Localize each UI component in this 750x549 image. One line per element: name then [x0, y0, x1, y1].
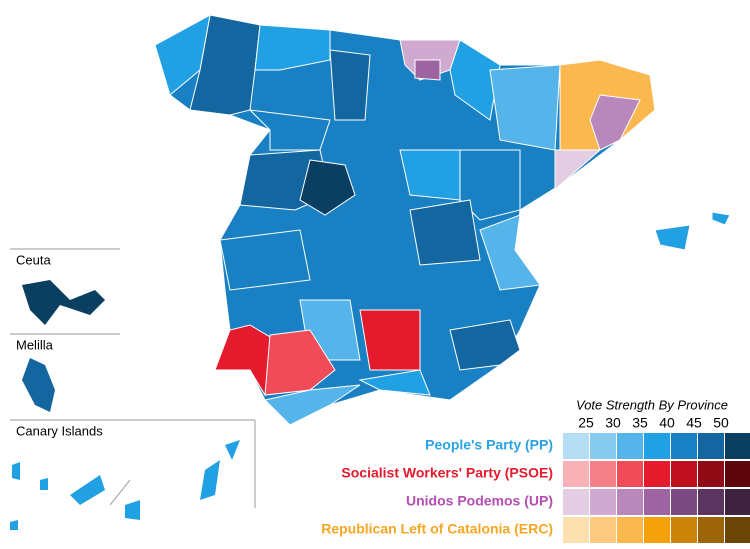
scale-label: 50 — [713, 415, 729, 431]
inset-label: Ceuta — [16, 252, 51, 267]
swatch — [671, 461, 697, 487]
swatch — [725, 517, 750, 543]
swatch — [563, 461, 589, 487]
legend: Vote Strength By Province 25 30 35 40 45 50 Peo… — [321, 397, 750, 543]
swatch — [617, 489, 643, 515]
legend-title: Vote Strength By Province — [576, 397, 728, 412]
scale-label: 30 — [605, 415, 621, 431]
swatch — [698, 461, 724, 487]
inset-label: Melilla — [16, 337, 54, 352]
scale-label: 40 — [659, 415, 675, 431]
swatch — [644, 433, 670, 459]
inset-frames — [10, 248, 256, 508]
swatch — [671, 433, 697, 459]
inset-labels: Ceuta Melilla Canary Islands — [16, 252, 103, 438]
swatch — [725, 489, 750, 515]
swatch — [617, 517, 643, 543]
party-name: Socialist Workers' Party (PSOE) — [341, 465, 553, 481]
swatch — [563, 517, 589, 543]
scale-label: 35 — [632, 415, 648, 431]
swatch — [671, 517, 697, 543]
canary-islands — [10, 440, 240, 530]
swatch — [644, 461, 670, 487]
inset-label: Canary Islands — [16, 423, 103, 438]
swatch — [644, 517, 670, 543]
swatch — [671, 489, 697, 515]
melilla — [22, 358, 55, 412]
scale-label: 45 — [686, 415, 702, 431]
party-name: People's Party (PP) — [425, 437, 553, 453]
swatch — [725, 433, 750, 459]
swatch — [617, 461, 643, 487]
scale-label: 25 — [578, 415, 594, 431]
swatch — [590, 433, 616, 459]
mainland — [154, 14, 731, 426]
party-name: Republican Left of Catalonia (ERC) — [321, 521, 553, 537]
swatch — [590, 489, 616, 515]
swatch — [590, 461, 616, 487]
swatch — [698, 489, 724, 515]
swatch — [563, 433, 589, 459]
swatch — [644, 489, 670, 515]
swatch — [617, 433, 643, 459]
swatch — [698, 517, 724, 543]
swatch — [590, 517, 616, 543]
party-name: Unidos Podemos (UP) — [406, 493, 553, 509]
ceuta — [22, 280, 105, 325]
swatch — [698, 433, 724, 459]
swatch — [725, 461, 750, 487]
swatch — [563, 489, 589, 515]
